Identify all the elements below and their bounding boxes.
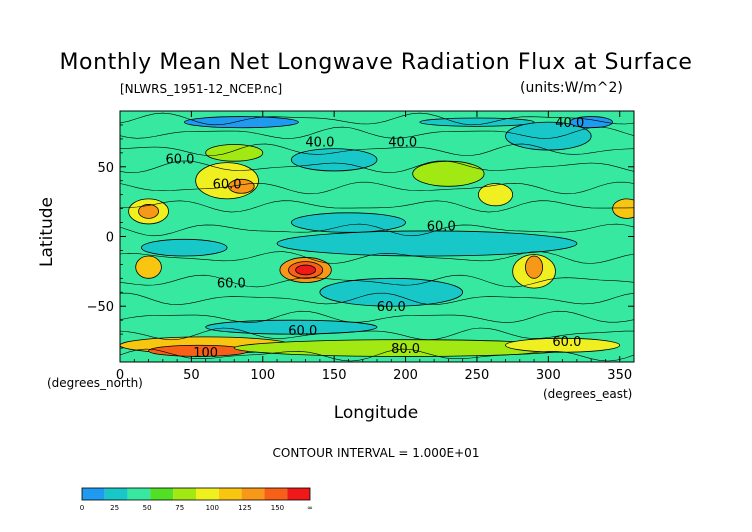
contour-label: 40.0: [555, 116, 584, 131]
units-label: (units:W/m^2): [520, 80, 623, 96]
contour-label: 60.0: [165, 152, 194, 167]
colorbar-swatch: [287, 488, 310, 500]
x-axis-label: Longitude: [333, 403, 419, 423]
colorbar-label: 50: [143, 504, 152, 512]
colorbar-swatch: [241, 488, 265, 500]
colorbar-label: 75: [175, 504, 184, 512]
chart-title: Monthly Mean Net Longwave Radiation Flux…: [59, 50, 693, 75]
y-tick-label: 50: [97, 161, 114, 176]
contour-label: 60.0: [377, 300, 406, 315]
contour-line-1: [120, 327, 634, 341]
x-axis-unit: (degrees_east): [543, 387, 633, 401]
heatmap-region-8: [477, 183, 514, 207]
colorbar-swatch: [218, 488, 242, 500]
contour-line-3: [120, 292, 634, 305]
colorbar-label: ∞: [307, 504, 313, 512]
heatmap-region-27: [205, 144, 264, 162]
colorbar-label: 25: [110, 504, 119, 512]
file-label: [NLWRS_1951-12_NCEP.nc]: [120, 82, 283, 96]
contour-label: 60.0: [288, 324, 317, 339]
colorbar-label: 100: [206, 504, 219, 512]
contour-line-0: [120, 348, 634, 362]
heatmap-region-16: [505, 337, 621, 353]
heatmap-region-17: [276, 230, 578, 257]
contour-line-10: [120, 143, 634, 156]
contour-interval-label: CONTOUR INTERVAL = 1.000E+01: [272, 446, 480, 460]
y-tick-label: −50: [87, 300, 114, 315]
heatmap-region-22: [290, 148, 378, 172]
heatmap-region-2: [295, 264, 317, 276]
contour-label: 60.0: [427, 219, 456, 234]
contour-label: 40.0: [305, 136, 334, 151]
y-axis-label: Latitude: [37, 197, 57, 267]
contour-line-5: [120, 251, 634, 264]
colorbar-label: 125: [238, 504, 251, 512]
contour-label: 60.0: [217, 277, 246, 292]
colorbar-swatch: [264, 488, 288, 500]
colorbar-swatch: [150, 488, 174, 500]
colorbar-label: 0: [80, 504, 84, 512]
y-axis-unit: (degrees_north): [47, 376, 143, 390]
colorbar-swatch: [104, 488, 128, 500]
x-tick-label: 150: [322, 368, 347, 383]
x-tick-label: 200: [393, 368, 418, 383]
heatmap-field: 40.0 40.0 60.0 60.0 60.0 60.0 60.0 60.0 80.0 100 6…: [120, 111, 634, 362]
y-tick-label: 0: [106, 231, 114, 246]
heatmap-region-12: [525, 255, 544, 279]
contour-label: 60.0: [213, 178, 242, 193]
x-tick-label: 250: [465, 368, 490, 383]
heatmap-region-18: [290, 212, 406, 233]
contour-label: 100: [193, 346, 218, 361]
contour-line-12: [120, 112, 634, 126]
colorbar-swatch: [127, 488, 151, 500]
heatmap-region-20: [183, 116, 299, 129]
heatmap-region-10: [135, 255, 162, 279]
contour-line-2: [120, 310, 634, 323]
colorbar-swatch: [196, 488, 219, 500]
colorbar-frame: [81, 487, 311, 501]
x-tick-label: 50: [183, 368, 200, 383]
x-tick-label: 100: [250, 368, 275, 383]
contour-line-11: [120, 126, 634, 139]
heatmap-region-4: [138, 204, 159, 219]
contour-label: 40.0: [388, 136, 417, 151]
contour-line-7: [120, 200, 634, 213]
contour-label: 80.0: [391, 342, 420, 357]
heatmap-region-6: [228, 178, 255, 194]
heatmap-region-9: [412, 160, 485, 187]
heatmap-region-26: [205, 319, 378, 335]
x-tick-label: 300: [536, 368, 561, 383]
colorbar-label: 150: [271, 504, 284, 512]
x-tick-label: 350: [607, 368, 632, 383]
contour-line-9: [120, 160, 634, 173]
heatmap-region-19: [141, 238, 228, 257]
heatmap-region-25: [319, 277, 464, 307]
colorbar-swatch: [173, 488, 196, 500]
contour-line-8: [120, 181, 634, 195]
colorbar-swatch: [82, 488, 105, 500]
heatmap-region-21: [419, 117, 535, 127]
contour-line-4: [120, 274, 634, 288]
x-tick-label: 0: [116, 368, 124, 383]
contour-label: 60.0: [552, 335, 581, 350]
heatmap-region-7: [612, 198, 634, 219]
contour-line-6: [120, 223, 634, 237]
